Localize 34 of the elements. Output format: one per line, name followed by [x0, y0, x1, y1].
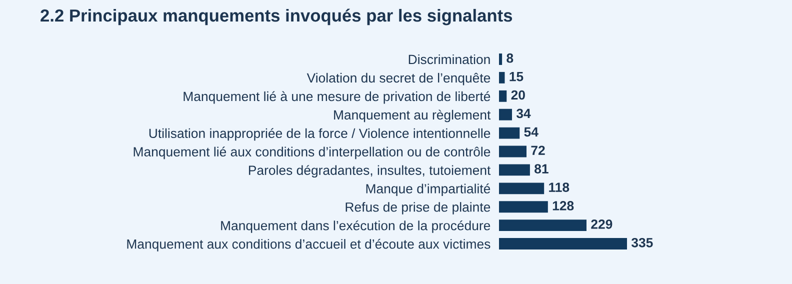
- data-label: 15: [510, 72, 524, 82]
- data-label: 54: [524, 127, 538, 137]
- bar: [499, 238, 627, 250]
- data-label: 118: [549, 182, 570, 192]
- bar: [499, 164, 530, 176]
- y-tick-label: Manquement lié aux conditions d’interpellation ou de contrôle: [134, 146, 490, 160]
- data-label: 72: [531, 146, 545, 155]
- y-tick-label: Manquement dans l’exécution de la procédure: [221, 220, 490, 233]
- bar: [499, 54, 502, 65]
- bar: [499, 90, 507, 102]
- bar: [499, 127, 520, 139]
- y-tick-label: Refus de prise de plainte: [346, 202, 490, 214]
- bar: [499, 201, 548, 213]
- data-label: 128: [552, 201, 574, 210]
- bar: [499, 72, 505, 84]
- data-label: 34: [516, 108, 531, 118]
- text: 2.2 Principaux manquements invoqués par les signalants: [40, 8, 512, 26]
- data-label: 335: [631, 238, 653, 248]
- y-tick-label: Violation du secret de l’enquête: [306, 72, 490, 86]
- bar: [499, 146, 527, 158]
- data-label: 229: [591, 220, 612, 229]
- y-tick-label: Manquement lié à une mesure de privation de liberté: [184, 91, 490, 104]
- bar: [499, 220, 586, 232]
- data-label: 81: [534, 164, 548, 174]
- bar: [499, 182, 544, 194]
- y-tick-label: Utilisation inappropriée de la force / Violence intentionnelle: [149, 128, 490, 141]
- data-label: 8: [506, 53, 514, 63]
- data-label: 20: [511, 90, 525, 100]
- y-tick-label: Manquement aux conditions d’accueil et d’écoute aux victimes: [127, 238, 490, 252]
- bar: [499, 108, 512, 120]
- y-tick-label: Manque d’impartialité: [366, 184, 490, 196]
- y-tick-label: Discrimination: [408, 54, 490, 64]
- y-tick-label: Paroles dégradantes, insultes, tutoiement: [248, 165, 491, 178]
- y-tick-label: Manquement au règlement: [334, 110, 491, 122]
